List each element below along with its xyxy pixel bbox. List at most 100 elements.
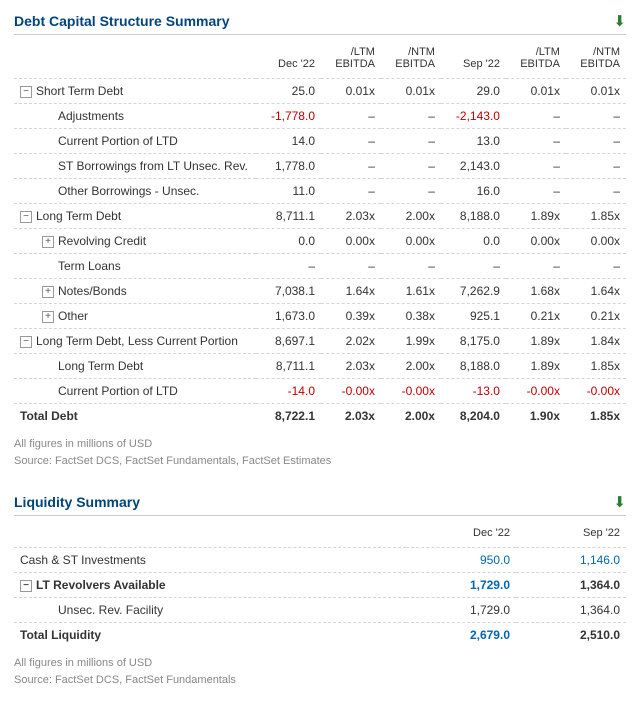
table-row: Unsec. Rev. Facility1,729.01,364.0: [14, 598, 626, 623]
cell: 1.68x: [506, 279, 566, 304]
row-label: Cash & ST Investments: [14, 548, 406, 573]
expand-icon[interactable]: +: [42, 311, 54, 323]
data-table: Dec '22/LTMEBITDA/NTMEBITDASep '22/LTMEB…: [14, 41, 626, 428]
table-row: Total Liquidity2,679.02,510.0: [14, 623, 626, 648]
row-label: Long Term Debt: [14, 354, 256, 379]
cell: 1.89x: [506, 329, 566, 354]
cell: 0.00x: [381, 229, 441, 254]
col-header: /NTMEBITDA: [381, 41, 441, 79]
cell: 0.21x: [566, 304, 626, 329]
table-row: −LT Revolvers Available1,729.01,364.0: [14, 573, 626, 598]
table-row: Term Loans––––––: [14, 254, 626, 279]
collapse-icon[interactable]: −: [20, 86, 32, 98]
cell: 1.84x: [566, 329, 626, 354]
col-header: [14, 522, 406, 548]
cell: 0.21x: [506, 304, 566, 329]
expand-icon[interactable]: +: [42, 236, 54, 248]
cell: 0.01x: [566, 79, 626, 104]
table-row: Total Debt8,722.12.03x2.00x8,204.01.90x1…: [14, 404, 626, 429]
cell: 1,364.0: [516, 573, 626, 598]
cell: 0.00x: [566, 229, 626, 254]
cell: 11.0: [256, 179, 321, 204]
cell: 1.90x: [506, 404, 566, 429]
data-table: Dec '22Sep '22Cash & ST Investments950.0…: [14, 522, 626, 647]
cell: 1.85x: [566, 354, 626, 379]
table-row: −Short Term Debt25.00.01x0.01x29.00.01x0…: [14, 79, 626, 104]
collapse-icon[interactable]: −: [20, 336, 32, 348]
cell: 8,722.1: [256, 404, 321, 429]
cell: -0.00x: [381, 379, 441, 404]
col-header: /NTMEBITDA: [566, 41, 626, 79]
cell: –: [566, 104, 626, 129]
cell: 1,729.0: [406, 598, 516, 623]
cell: 14.0: [256, 129, 321, 154]
cell: –: [381, 179, 441, 204]
cell: 8,204.0: [441, 404, 506, 429]
download-icon[interactable]: ⬇: [613, 12, 626, 30]
cell: 0.00x: [321, 229, 381, 254]
cell: 0.01x: [506, 79, 566, 104]
cell: 8,188.0: [441, 204, 506, 229]
table-row: +Revolving Credit0.00.00x0.00x0.00.00x0.…: [14, 229, 626, 254]
collapse-icon[interactable]: −: [20, 580, 32, 592]
collapse-icon[interactable]: −: [20, 211, 32, 223]
cell: 2.03x: [321, 354, 381, 379]
table-row: Other Borrowings - Unsec.11.0––16.0––: [14, 179, 626, 204]
table-row: Cash & ST Investments950.01,146.0: [14, 548, 626, 573]
cell: –: [566, 179, 626, 204]
cell: 0.38x: [381, 304, 441, 329]
table-row: +Notes/Bonds7,038.11.64x1.61x7,262.91.68…: [14, 279, 626, 304]
cell: –: [566, 129, 626, 154]
cell: 7,038.1: [256, 279, 321, 304]
expand-icon[interactable]: +: [42, 286, 54, 298]
cell: –: [381, 129, 441, 154]
cell: 2,510.0: [516, 623, 626, 648]
cell: 0.39x: [321, 304, 381, 329]
cell: 8,711.1: [256, 354, 321, 379]
cell: –: [321, 179, 381, 204]
cell: –: [256, 254, 321, 279]
cell: 8,711.1: [256, 204, 321, 229]
cell: –: [321, 129, 381, 154]
section-title: Debt Capital Structure Summary: [14, 13, 230, 29]
table-row: +Other1,673.00.39x0.38x925.10.21x0.21x: [14, 304, 626, 329]
cell: 13.0: [441, 129, 506, 154]
cell: 2.00x: [381, 204, 441, 229]
cell: -0.00x: [321, 379, 381, 404]
row-label: Total Debt: [14, 404, 256, 429]
cell: 1,364.0: [516, 598, 626, 623]
cell: 2.00x: [381, 404, 441, 429]
row-label: Adjustments: [14, 104, 256, 129]
footnote: All figures in millions of USDSource: Fa…: [14, 655, 626, 688]
cell: 2.03x: [321, 404, 381, 429]
row-label: −LT Revolvers Available: [14, 573, 406, 598]
table-row: −Long Term Debt, Less Current Portion8,6…: [14, 329, 626, 354]
cell: 29.0: [441, 79, 506, 104]
cell: 8,188.0: [441, 354, 506, 379]
cell: 1.89x: [506, 354, 566, 379]
row-label: −Long Term Debt, Less Current Portion: [14, 329, 256, 354]
cell: 1,778.0: [256, 154, 321, 179]
table-row: Current Portion of LTD-14.0-0.00x-0.00x-…: [14, 379, 626, 404]
cell: 1.64x: [566, 279, 626, 304]
table-row: Long Term Debt8,711.12.03x2.00x8,188.01.…: [14, 354, 626, 379]
cell: -0.00x: [506, 379, 566, 404]
cell: –: [566, 154, 626, 179]
cell: –: [381, 104, 441, 129]
cell: -1,778.0: [256, 104, 321, 129]
cell: –: [506, 179, 566, 204]
cell: 8,175.0: [441, 329, 506, 354]
cell: 1.85x: [566, 204, 626, 229]
cell: 1.99x: [381, 329, 441, 354]
download-icon[interactable]: ⬇: [613, 493, 626, 511]
cell: 2.03x: [321, 204, 381, 229]
cell: –: [381, 154, 441, 179]
cell: 1,146.0: [516, 548, 626, 573]
cell: –: [381, 254, 441, 279]
col-header: /LTMEBITDA: [321, 41, 381, 79]
cell: 1.89x: [506, 204, 566, 229]
cell: –: [506, 254, 566, 279]
table-row: −Long Term Debt8,711.12.03x2.00x8,188.01…: [14, 204, 626, 229]
row-label: Total Liquidity: [14, 623, 406, 648]
row-label: −Long Term Debt: [14, 204, 256, 229]
